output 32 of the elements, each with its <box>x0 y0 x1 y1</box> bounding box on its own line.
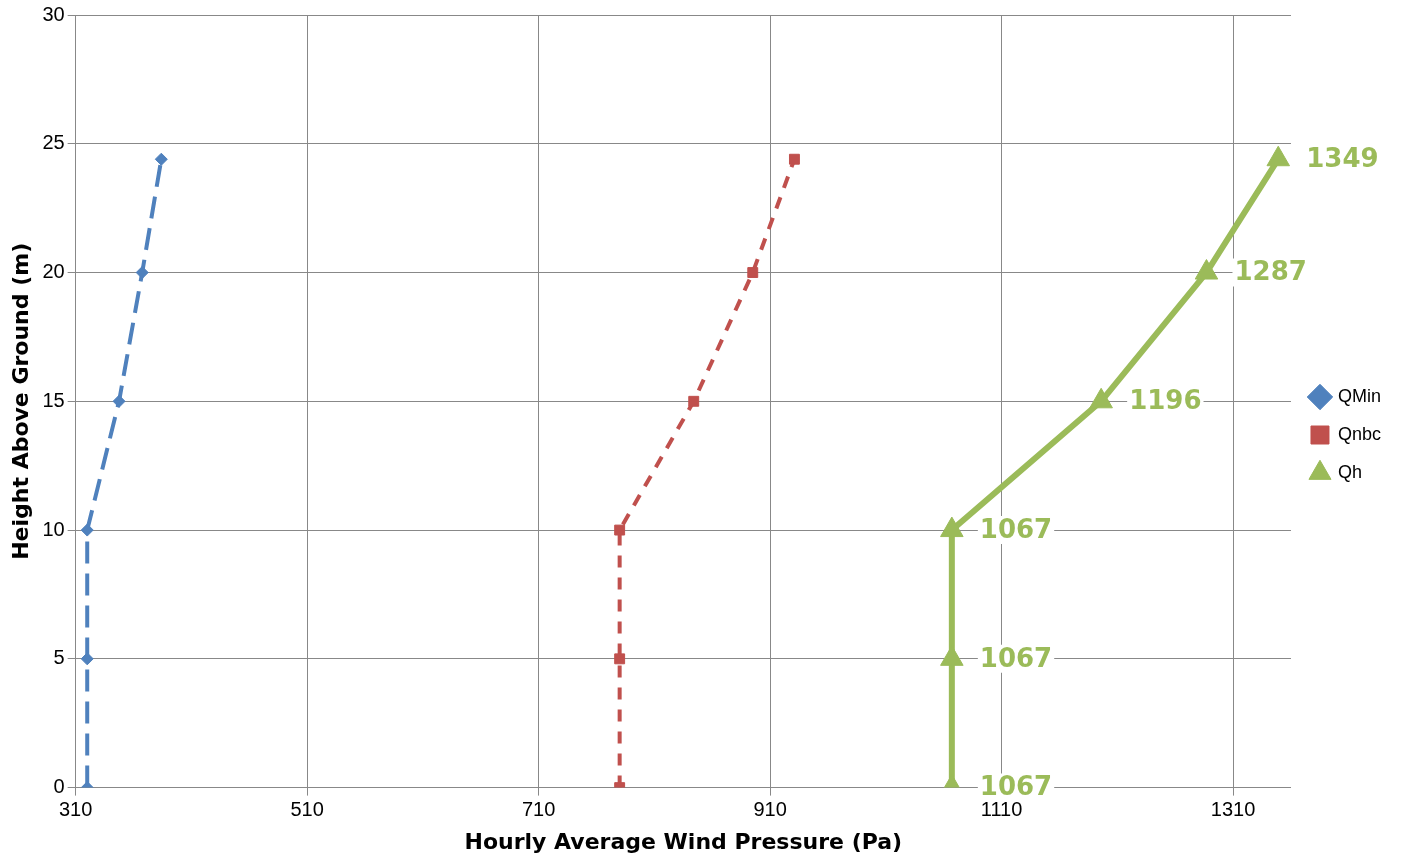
y-tick-label: 0 <box>53 775 65 798</box>
legend-label: Qh <box>1337 461 1362 482</box>
legend-label: Qnbc <box>1337 423 1382 444</box>
annotation: 1349 <box>1306 142 1379 173</box>
x-tick-label: 510 <box>290 798 324 821</box>
point <box>788 153 800 165</box>
y-tick-label: 25 <box>42 131 65 154</box>
annotation: 1196 <box>1129 385 1202 416</box>
annotation: 1067 <box>979 771 1053 802</box>
y-tick-label: 30 <box>42 2 65 25</box>
x-tick-label: 710 <box>521 798 556 821</box>
point <box>940 516 964 538</box>
point <box>154 152 168 166</box>
annotation: 1067 <box>979 513 1053 544</box>
legend-label: QMin <box>1337 385 1381 406</box>
x-tick-label: 910 <box>753 798 787 821</box>
y-tick-label: 5 <box>53 646 65 669</box>
y-axis-title: Height Above Ground (m) <box>7 242 33 560</box>
point <box>614 524 626 536</box>
y-tick-label: 15 <box>42 388 65 411</box>
point <box>135 266 149 280</box>
annotation: 1067 <box>979 642 1053 673</box>
y-tick-label: 10 <box>42 517 65 540</box>
annotation: 1287 <box>1234 256 1307 287</box>
y-tick-label: 20 <box>42 260 65 283</box>
x-tick-label: 1310 <box>1210 798 1256 821</box>
point <box>747 267 759 278</box>
point <box>80 523 94 537</box>
point <box>112 394 126 408</box>
x-tick-label: 310 <box>58 798 93 821</box>
point <box>688 395 700 407</box>
x-axis-title: Hourly Average Wind Pressure (Pa) <box>464 828 903 854</box>
